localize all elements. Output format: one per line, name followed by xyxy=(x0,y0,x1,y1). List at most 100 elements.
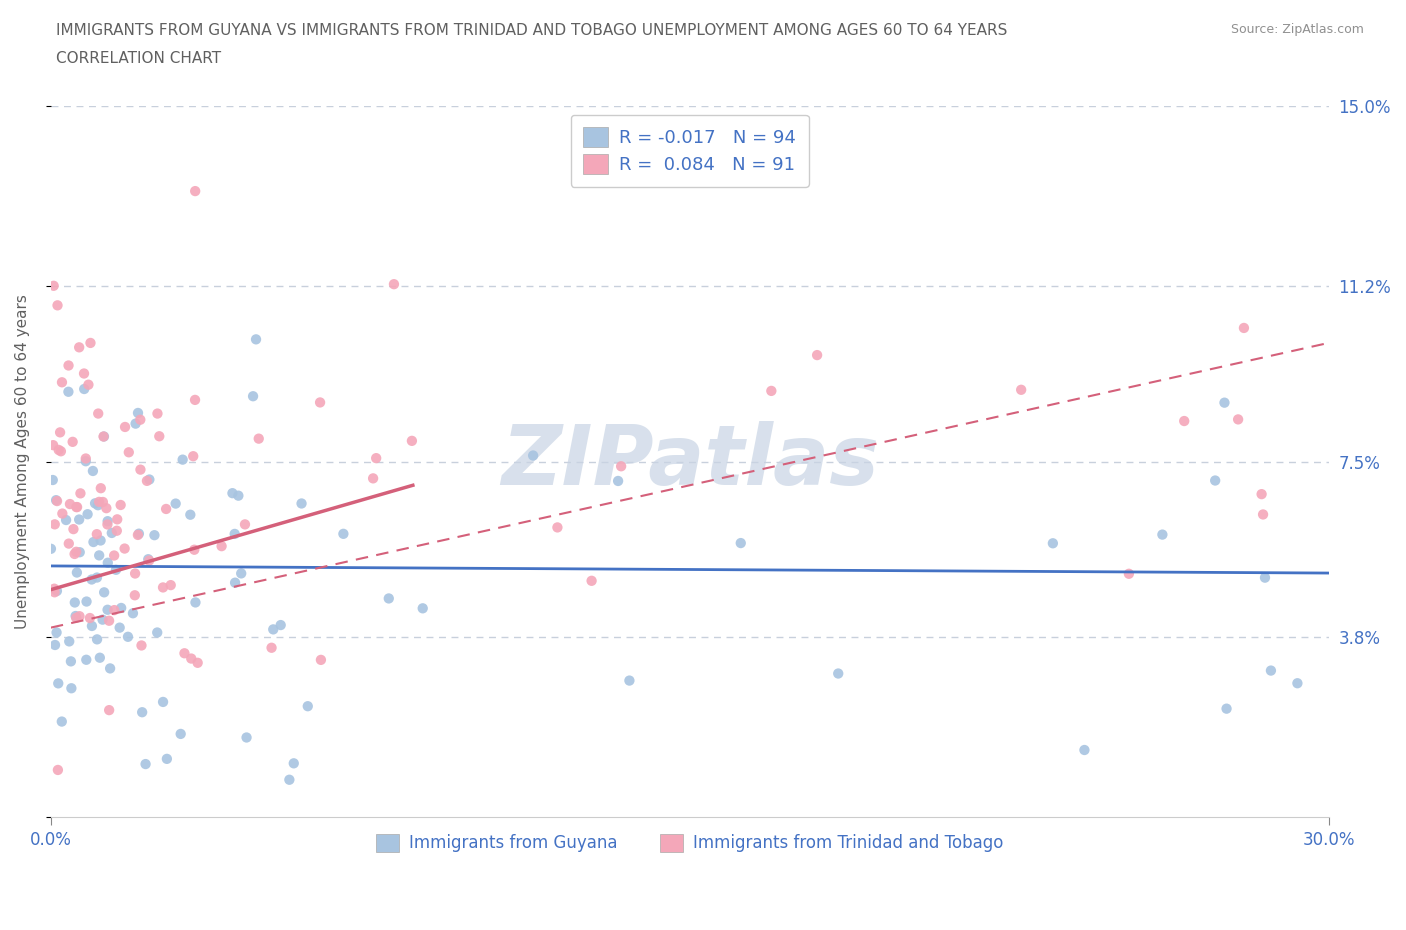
Point xyxy=(69,545,91,560)
Point xyxy=(260,641,283,656)
Point xyxy=(114,419,136,434)
Point xyxy=(117,630,139,644)
Point xyxy=(184,183,207,198)
Point xyxy=(58,634,80,649)
Point xyxy=(1152,527,1174,542)
Point xyxy=(228,488,250,503)
Point xyxy=(42,438,65,453)
Point xyxy=(124,566,146,581)
Point xyxy=(51,714,73,729)
Text: ZIPatlas: ZIPatlas xyxy=(501,421,879,502)
Point xyxy=(65,610,87,625)
Point xyxy=(146,625,169,640)
Point xyxy=(58,358,80,373)
Point xyxy=(412,601,434,616)
Point xyxy=(91,495,114,510)
Point xyxy=(1254,570,1277,585)
Point xyxy=(79,611,101,626)
Point xyxy=(105,563,128,578)
Point xyxy=(77,378,100,392)
Point xyxy=(138,553,160,568)
Point xyxy=(224,576,246,591)
Point xyxy=(309,395,332,410)
Point xyxy=(247,432,270,446)
Point xyxy=(172,452,194,467)
Point xyxy=(173,645,195,660)
Point xyxy=(90,481,112,496)
Point xyxy=(179,507,201,522)
Point xyxy=(63,547,86,562)
Point xyxy=(48,443,70,458)
Point xyxy=(143,527,166,542)
Point xyxy=(46,676,69,691)
Point xyxy=(610,458,633,473)
Point xyxy=(87,498,110,512)
Point xyxy=(159,578,181,592)
Point xyxy=(1250,486,1272,501)
Point xyxy=(1227,412,1250,427)
Point xyxy=(110,601,132,616)
Point xyxy=(86,570,108,585)
Point xyxy=(45,583,67,598)
Point xyxy=(581,574,603,589)
Point xyxy=(181,449,204,464)
Point xyxy=(401,433,423,448)
Point xyxy=(1173,414,1195,429)
Point xyxy=(607,473,630,488)
Text: CORRELATION CHART: CORRELATION CHART xyxy=(56,51,221,66)
Point xyxy=(76,594,98,609)
Point xyxy=(75,451,97,466)
Point xyxy=(97,555,120,570)
Point xyxy=(98,703,121,718)
Point xyxy=(152,580,174,595)
Point xyxy=(155,501,177,516)
Point xyxy=(118,445,141,459)
Point xyxy=(60,681,83,696)
Point xyxy=(761,383,783,398)
Point xyxy=(80,572,103,587)
Point xyxy=(98,613,121,628)
Y-axis label: Unemployment Among Ages 60 to 64 years: Unemployment Among Ages 60 to 64 years xyxy=(15,294,30,629)
Point xyxy=(93,429,115,444)
Point xyxy=(522,448,544,463)
Point xyxy=(67,512,90,527)
Point xyxy=(87,406,110,421)
Point xyxy=(135,757,157,772)
Point xyxy=(546,520,568,535)
Point xyxy=(1260,663,1282,678)
Point xyxy=(80,618,103,633)
Point xyxy=(156,751,179,766)
Point xyxy=(62,522,84,537)
Point xyxy=(1215,701,1237,716)
Point xyxy=(67,339,90,354)
Point xyxy=(262,622,284,637)
Point xyxy=(129,462,152,477)
Point xyxy=(51,506,73,521)
Point xyxy=(73,381,96,396)
Point xyxy=(45,625,67,640)
Point xyxy=(361,471,384,485)
Point xyxy=(62,434,84,449)
Point xyxy=(97,603,120,618)
Point xyxy=(59,497,82,512)
Point xyxy=(127,405,149,420)
Point xyxy=(332,526,354,541)
Point xyxy=(827,666,849,681)
Point xyxy=(96,500,118,515)
Point xyxy=(110,498,132,512)
Point xyxy=(58,537,80,551)
Point xyxy=(1073,742,1095,757)
Point xyxy=(103,548,125,563)
Point xyxy=(187,656,209,671)
Point xyxy=(87,495,110,510)
Point xyxy=(131,638,153,653)
Point xyxy=(82,535,104,550)
Point xyxy=(69,486,91,501)
Point xyxy=(184,392,207,407)
Point xyxy=(89,548,111,563)
Text: Source: ZipAtlas.com: Source: ZipAtlas.com xyxy=(1230,23,1364,36)
Point xyxy=(84,496,107,511)
Point xyxy=(93,585,115,600)
Point xyxy=(184,595,207,610)
Point xyxy=(283,756,305,771)
